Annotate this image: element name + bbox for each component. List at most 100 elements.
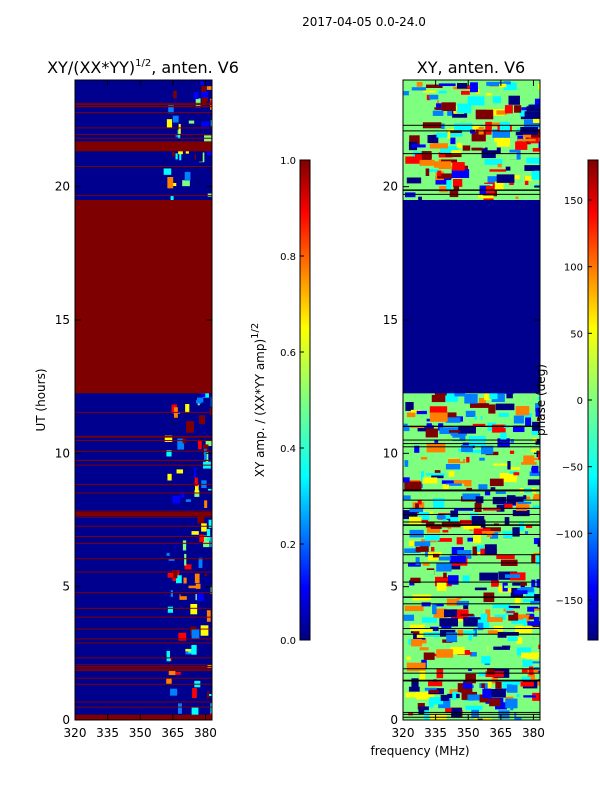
panel2-phase-cell [405, 402, 414, 411]
panel2-phase-cell [410, 409, 422, 413]
panel1-flag-line [75, 166, 212, 168]
panel2-phase-cell [471, 131, 486, 142]
panel2-phase-cell [516, 647, 532, 656]
panel2-phase-cell [440, 694, 449, 701]
y-axis-label: UT (hours) [34, 368, 48, 431]
panel2-phase-cell [436, 103, 442, 110]
panel1-flag-line [75, 436, 212, 438]
panel2-phase-cell [515, 196, 519, 199]
panel1-flag-line [75, 558, 212, 560]
x-tick-label: 365 [489, 726, 512, 740]
panel2-phase-cell [416, 692, 435, 700]
panel2-phase-cell [432, 604, 437, 615]
panel1-flag-line [75, 112, 212, 114]
panel2-phase-cell [537, 540, 540, 547]
panel2-phase-cell [420, 471, 425, 481]
panel2-phase-cell [466, 487, 473, 491]
panel2-phase-cell [430, 524, 442, 529]
panel2-phase-cell [520, 111, 540, 120]
panel2-phase-cell [439, 186, 449, 193]
panel2-phase-cell [513, 415, 524, 424]
panel2-phase-cell [429, 689, 440, 694]
panel2-phase-cell [529, 471, 540, 477]
panel2-phase-cell [467, 96, 485, 106]
panel2-phase-cell [527, 606, 539, 612]
panel2-phase-cell [469, 403, 489, 408]
panel2-phase-cell [525, 525, 533, 528]
panel1-flag-line [75, 701, 212, 703]
panel2-phase-cell [531, 554, 536, 563]
panel2-phase-cell [491, 579, 499, 587]
panel2-phase-cell [449, 430, 461, 433]
panel1-rfi-cell [168, 558, 175, 561]
panel2-phase-cell [421, 602, 431, 607]
panel1-rfi-cell [203, 535, 210, 548]
panel2-phase-cell [465, 673, 476, 684]
panel1-rfi-cell [170, 688, 178, 696]
panel2-phase-cell [460, 613, 474, 617]
panel2-phase-cell [514, 597, 521, 605]
panel2-phase-cell [428, 94, 439, 100]
panel2-phase-cell [473, 534, 481, 544]
panel2-phase-cell [408, 562, 421, 567]
panel1-title-suffix: , anten. V6 [151, 58, 239, 77]
panel2-gap-band [403, 200, 540, 394]
panel2-phase-cell [516, 637, 523, 644]
panel1-title: XY/(XX*YY)1/2, anten. V6 [47, 58, 239, 77]
panel2-flag-line [403, 581, 540, 583]
panel2-phase-cell [511, 614, 530, 624]
panel2-phase-cell [426, 84, 443, 89]
panel1-rfi-cell [196, 399, 202, 404]
panel2-flag-line [403, 443, 540, 445]
panel2-phase-cell [482, 527, 501, 532]
panel2-phase-cell [404, 605, 424, 612]
panel2-phase-cell [445, 463, 461, 470]
panel2-phase-cell [531, 579, 536, 588]
panel2-phase-cell [430, 546, 435, 552]
panel1-rfi-cell [172, 495, 181, 504]
panel2-phase-cell [429, 143, 448, 149]
panel2-phase-cell [487, 142, 497, 151]
panel2-phase-cell [451, 609, 469, 620]
panel2-phase-cell [495, 491, 506, 494]
panel2-phase-cell [515, 502, 528, 511]
panel2-phase-cell [532, 493, 540, 501]
panel1-flag-line [75, 510, 212, 512]
panel2-phase-cell [434, 391, 447, 396]
panel1-rfi-cell [170, 590, 173, 597]
panel2-phase-cell [403, 477, 410, 483]
panel2-phase-cell [508, 612, 519, 621]
panel2-flag-line [403, 628, 540, 630]
panel2-phase-cell [426, 442, 446, 453]
panel2-phase-cell [483, 507, 501, 511]
panel2-phase-cell [528, 104, 540, 107]
panel2-phase-cell [535, 588, 540, 596]
panel2-flag-line [403, 130, 540, 132]
panel2-phase-cell [516, 694, 520, 698]
panel2-phase-cell [507, 636, 518, 641]
panel2-phase-cell [472, 423, 486, 426]
panel1-flag-line [75, 683, 212, 685]
panel2-phase-cell [404, 548, 421, 554]
panel1-rfi-cell [191, 629, 200, 639]
panel1-flagged-band [75, 714, 212, 720]
panel2-phase-cell [462, 165, 469, 172]
panel2-phase-cell [471, 516, 485, 525]
panel2-phase-cell [489, 478, 504, 487]
panel2-phase-cell [471, 708, 479, 719]
panel2-phase-cell [498, 412, 509, 417]
panel1-flagged-band [75, 512, 212, 516]
panel2-phase-cell [510, 439, 514, 444]
panel2-phase-cell [503, 608, 508, 612]
panel2-phase-cell [406, 177, 422, 184]
panel1-flag-line [75, 666, 212, 668]
panel2-phase-cell [462, 575, 470, 583]
panel2-phase-cell [482, 688, 492, 698]
colorbar2-tick-label: −50 [562, 463, 583, 474]
x-tick-label: 335 [96, 726, 119, 740]
panel2-phase-cell [520, 681, 534, 687]
panel2-phase-cell [446, 598, 460, 606]
panel2-phase-cell [415, 557, 420, 565]
panel2-phase-cell [453, 185, 460, 191]
panel2-phase-cell [499, 83, 507, 88]
